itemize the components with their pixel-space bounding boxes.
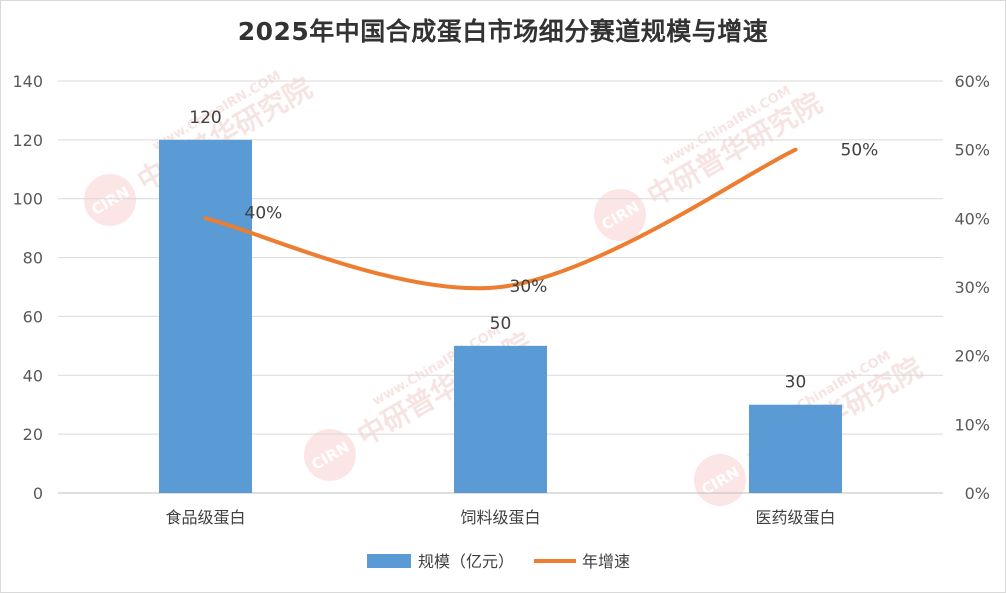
- y-left-tick-label: 0: [33, 484, 43, 503]
- x-category-label: 食品级蛋白: [165, 508, 245, 527]
- y-left-tick-label: 20: [23, 425, 43, 444]
- line-value-label: 50%: [841, 141, 879, 161]
- y-right-tick-label: 20%: [954, 347, 990, 366]
- watermark-logo-circle: [84, 174, 136, 226]
- data-labels: 120 50 30 40% 30% 50%: [189, 108, 878, 393]
- chart-title: 2025年中国合成蛋白市场细分赛道规模与增速: [237, 17, 769, 46]
- bar-series: [159, 139, 842, 493]
- y-left-tick-label: 140: [12, 72, 43, 91]
- y-left-tick-label: 80: [23, 249, 43, 268]
- y-left-tick-label: 60: [23, 307, 43, 326]
- y-left-tick-label: 120: [12, 131, 43, 150]
- y-right-tick-label: 40%: [954, 209, 990, 228]
- legend: 规模（亿元） 年增速: [367, 552, 630, 571]
- x-category-label: 医药级蛋白: [755, 508, 835, 527]
- bar: [159, 139, 252, 493]
- x-category-label: 饲料级蛋白: [460, 508, 540, 527]
- line-series: [203, 147, 798, 291]
- y-right-tick-label: 50%: [954, 141, 990, 160]
- y-left-tick-label: 100: [12, 190, 43, 209]
- y-right-tick-label: 10%: [954, 415, 990, 434]
- bar: [749, 404, 842, 493]
- watermark-logo-circle: [304, 429, 356, 481]
- y-right-tick-label: 30%: [954, 278, 990, 297]
- y-right-tick-label: 60%: [954, 72, 990, 91]
- bar-value-label: 50: [490, 314, 512, 334]
- line-value-label: 40%: [245, 203, 283, 223]
- bar-value-label: 120: [189, 108, 221, 128]
- legend-bar-swatch: [367, 554, 411, 568]
- y-right-tick-label: 0%: [965, 484, 990, 503]
- legend-bar-label: 规模（亿元）: [418, 552, 514, 571]
- y-left-tick-label: 40: [23, 366, 43, 385]
- watermark-logo-circle: [594, 189, 646, 241]
- bar: [454, 345, 547, 493]
- watermark-brand: 中研普华研究院: [641, 86, 827, 213]
- bar-value-label: 30: [785, 373, 807, 393]
- growth-line: [203, 147, 798, 291]
- axis-labels: 0 20 40 60 80 100 120 140 0% 10% 20% 30% 40% 50% 60% 食品…: [12, 72, 990, 527]
- legend-line-label: 年增速: [582, 552, 630, 571]
- line-value-label: 30%: [510, 277, 548, 297]
